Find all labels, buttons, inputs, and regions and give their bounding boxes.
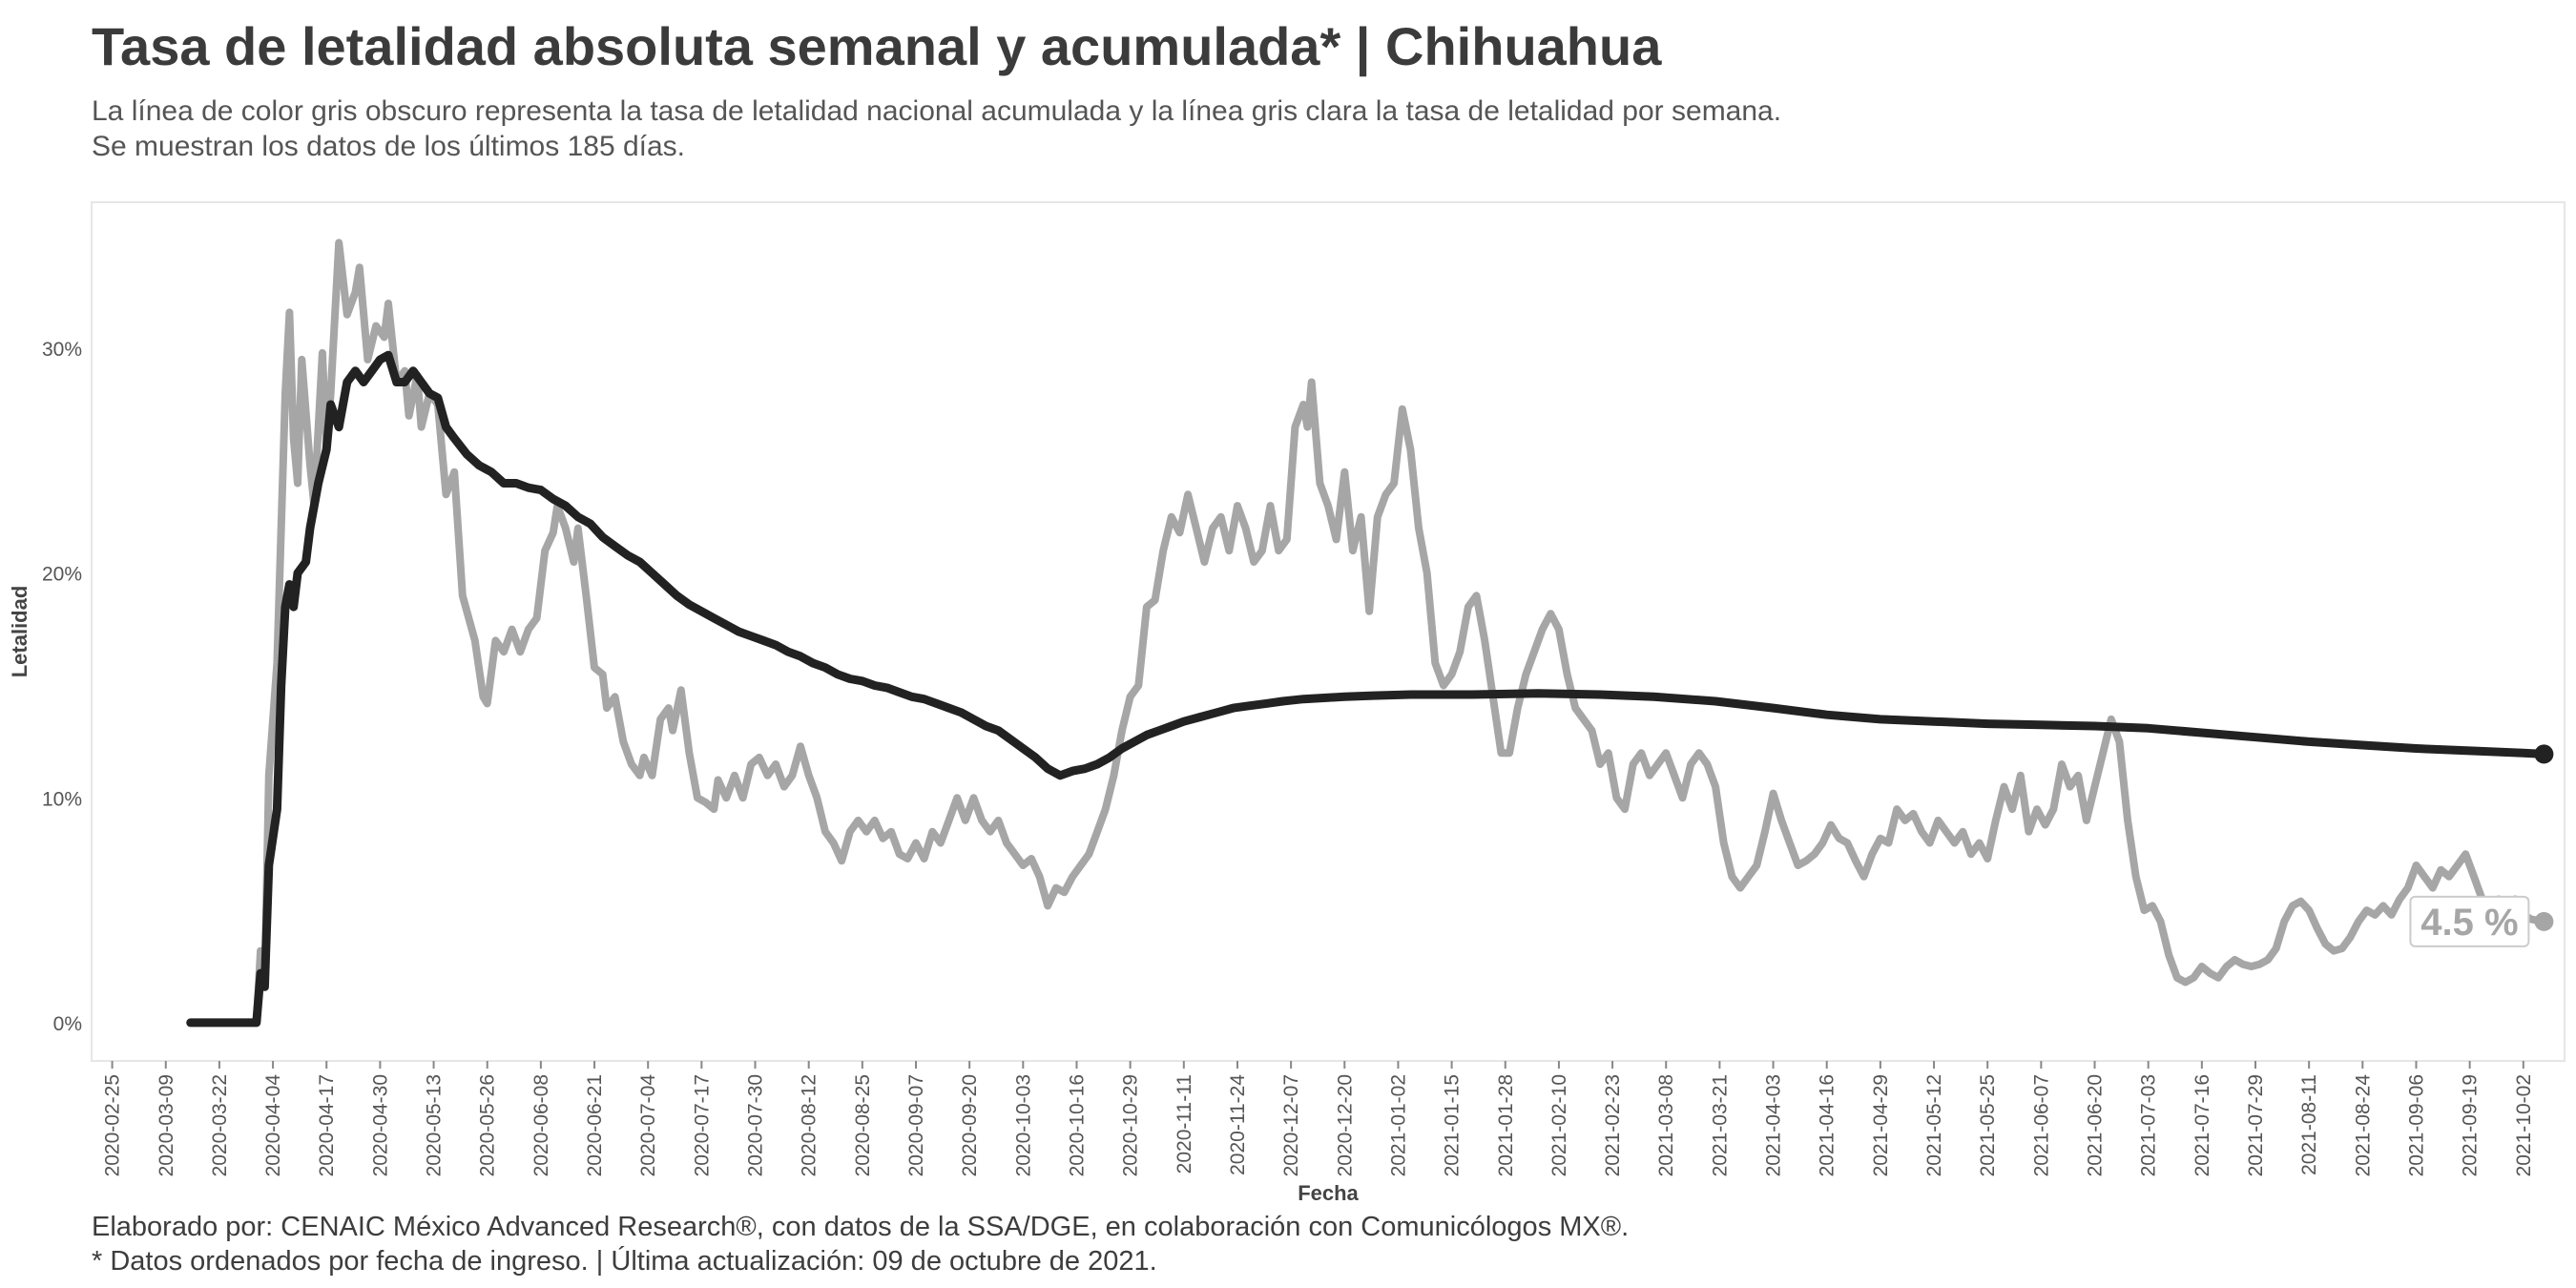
y-axis: 0% 10% 20% 30% [42, 339, 82, 1035]
caption-line-2: * Datos ordenados por fecha de ingreso. … [92, 1246, 1157, 1277]
line-chart: 0% 10% 20% 30% 2020-02-25 2020-03-09 2020-03-… [8, 201, 2566, 1205]
cumulative-line [186, 350, 2548, 1028]
x-tick-label: 2020-08-25 [852, 1074, 874, 1176]
x-tick-label: 2020-09-07 [905, 1074, 927, 1176]
x-tick-label: 2020-10-03 [1012, 1074, 1034, 1176]
x-tick-label: 2020-07-17 [691, 1074, 713, 1176]
x-tick-label: 2020-12-07 [1280, 1074, 1302, 1176]
plot-panel [91, 201, 2566, 1062]
x-tick-label: 2020-05-26 [477, 1074, 499, 1176]
x-tick-label: 2021-01-15 [1442, 1074, 1464, 1176]
chart-area: 0% 10% 20% 30% 2020-02-25 2020-03-09 2020-03-… [0, 191, 2576, 1240]
x-tick-label: 2020-06-08 [530, 1074, 552, 1176]
x-tick-label: 2020-06-21 [584, 1074, 606, 1176]
x-tick-label: 2020-10-29 [1120, 1074, 1142, 1176]
x-tick-label: 2020-04-30 [369, 1074, 391, 1176]
weekly-line [186, 239, 2548, 1027]
y-tick-label: 20% [42, 564, 82, 586]
x-tick-label: 2021-04-03 [1763, 1074, 1785, 1176]
x-tick-label: 2021-07-03 [2138, 1074, 2160, 1176]
x-tick-label: 2020-04-17 [316, 1074, 338, 1176]
x-tick-label: 2021-06-20 [2085, 1074, 2107, 1176]
x-tick-label: 2021-07-16 [2192, 1074, 2213, 1176]
x-tick-label: 2020-09-20 [959, 1074, 981, 1176]
end-label-box [2409, 895, 2530, 947]
x-tick-label: 2021-05-25 [1977, 1074, 1999, 1176]
x-tick-label: 2020-12-20 [1334, 1074, 1356, 1176]
x-tick-label: 2020-04-04 [262, 1074, 284, 1177]
x-tick-label: 2020-02-25 [102, 1074, 124, 1176]
weekly-end-point [2534, 911, 2554, 931]
y-axis-title: Letalidad [8, 586, 31, 678]
x-tick-label: 2020-05-13 [424, 1074, 446, 1176]
x-tick-label: 2021-05-12 [1923, 1074, 1945, 1176]
x-tick-label: 2020-11-24 [1227, 1074, 1249, 1175]
x-tick-label: 2020-07-30 [745, 1074, 767, 1176]
subtitle-line-2: Se muestran los datos de los últimos 185… [92, 131, 686, 162]
x-tick-label: 2020-11-11 [1174, 1074, 1195, 1174]
x-tick-label: 2021-04-29 [1870, 1074, 1892, 1176]
x-tick-label: 2020-10-16 [1066, 1074, 1088, 1176]
chart-caption: Elaborado por: CENAIC México Advanced Re… [92, 1210, 1629, 1278]
series-layer: 4.5 % [186, 239, 2554, 1028]
x-axis-title: Fecha [1298, 1181, 1359, 1205]
x-tick-label: 2021-01-02 [1387, 1074, 1409, 1176]
x-tick-label: 2021-02-23 [1602, 1074, 1624, 1176]
chart-title: Tasa de letalidad absoluta semanal y acu… [92, 16, 1662, 76]
x-tick-label: 2021-07-29 [2245, 1074, 2267, 1176]
y-tick-label: 30% [42, 339, 82, 361]
x-tick-label: 2020-03-09 [156, 1074, 177, 1176]
x-tick-label: 2021-08-24 [2352, 1074, 2374, 1177]
x-tick-label: 2021-02-10 [1548, 1074, 1570, 1176]
x-tick-label: 2021-06-07 [2030, 1074, 2052, 1176]
y-tick-label: 0% [53, 1013, 82, 1035]
x-tick-label: 2020-03-22 [209, 1074, 231, 1176]
x-tick-label: 2021-03-08 [1655, 1074, 1677, 1176]
x-tick-label: 2021-09-19 [2460, 1074, 2482, 1176]
x-tick-label: 2020-08-12 [799, 1074, 821, 1176]
chart-subtitle: La línea de color gris obscuro represent… [92, 93, 1781, 164]
x-axis: 2020-02-25 2020-03-09 2020-03-22 2020-04-04… [102, 1061, 2535, 1176]
x-tick-label: 2021-09-06 [2405, 1074, 2427, 1176]
x-tick-label: 2021-08-11 [2298, 1074, 2320, 1175]
x-tick-label: 2021-03-21 [1709, 1074, 1731, 1176]
x-tick-label: 2021-01-28 [1495, 1074, 1517, 1176]
y-tick-label: 10% [42, 788, 82, 810]
x-tick-label: 2020-07-04 [637, 1074, 659, 1177]
end-value-label: 4.5 % [2420, 902, 2518, 944]
subtitle-line-1: La línea de color gris obscuro represent… [92, 95, 1782, 127]
cumulative-end-point [2534, 744, 2554, 764]
x-tick-label: 2021-04-16 [1817, 1074, 1839, 1176]
x-tick-label: 2021-10-02 [2513, 1074, 2535, 1176]
caption-line-1: Elaborado por: CENAIC México Advanced Re… [92, 1212, 1630, 1242]
